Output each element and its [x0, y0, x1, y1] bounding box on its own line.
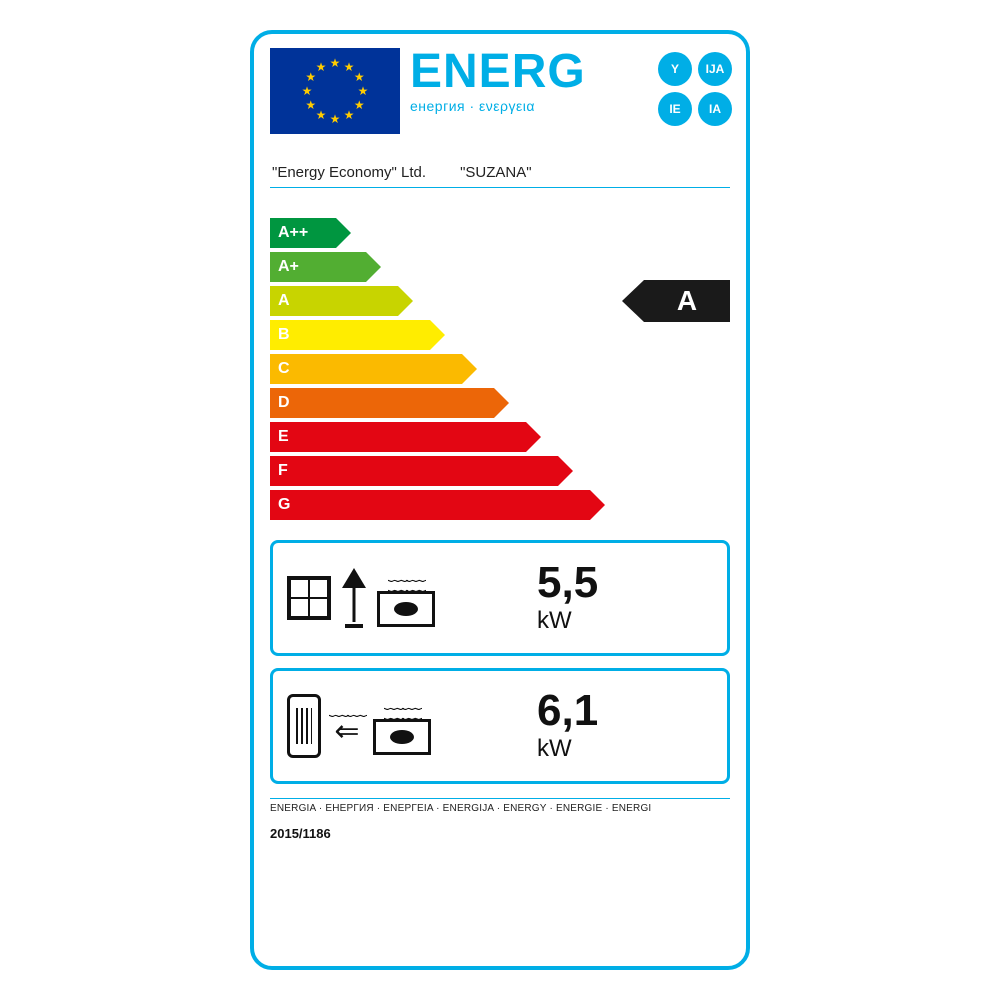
heater-icon [373, 719, 431, 755]
lang-badge: IJA [698, 52, 732, 86]
eu-star-icon: ★ [354, 98, 365, 112]
energy-label-card: ★★★★★★★★★★★★ ENERG енергия · ενεργεια YI… [250, 30, 750, 970]
eu-star-icon: ★ [316, 108, 327, 122]
value-space-heat: 5,5 kW [507, 561, 713, 635]
rating-area: A++A+ABCDEFG A [270, 218, 730, 528]
eu-star-icon: ★ [344, 60, 355, 74]
rating-bar-label: C [278, 360, 290, 378]
supplier-company: "Energy Economy" Ltd. [272, 164, 426, 181]
energ-block: ENERG енергия · ενεργεια YIJAIEIA [410, 48, 730, 138]
rating-bar: A [270, 286, 605, 316]
lang-badge: IE [658, 92, 692, 126]
rating-bar-stack: A++ A+ ABCDEFG [270, 218, 605, 520]
rating-bar-label: A [278, 292, 290, 310]
window-icon [287, 576, 331, 620]
lamp-icon [339, 568, 369, 628]
rating-bar-label: G [278, 496, 290, 514]
output-box-space-heat: ﹏﹏﹏﹏ 5,5 kW [270, 540, 730, 656]
rating-bar: D [270, 388, 605, 418]
pointer-tip-icon [622, 280, 644, 322]
eu-flag-icon: ★★★★★★★★★★★★ [270, 48, 400, 134]
rating-bar: F [270, 456, 605, 486]
arrow-left-icon: ⇐ [334, 714, 359, 749]
rating-bar-label: D [278, 394, 290, 412]
rating-bar: A++ [270, 218, 605, 248]
rating-bar: E [270, 422, 605, 452]
eu-star-icon: ★ [305, 98, 316, 112]
eu-star-icon: ★ [354, 70, 365, 84]
rating-bar-label: B [278, 326, 290, 344]
value-unit: kW [537, 607, 713, 635]
eu-star-icon: ★ [330, 56, 341, 70]
supplier-row: "Energy Economy" Ltd. "SUZANA" [270, 164, 730, 188]
value-number: 5,5 [537, 561, 713, 605]
picto-water-heat: ﹏﹏ ⇐ ﹏﹏﹏﹏ [287, 679, 497, 773]
eu-star-icon: ★ [358, 84, 369, 98]
lang-badge: IA [698, 92, 732, 126]
footer-regulation: 2015/1186 [270, 826, 730, 841]
rating-bar-label: F [278, 462, 288, 480]
heater-icon [377, 591, 435, 627]
rating-bar-label: A++ [278, 224, 308, 242]
value-water-heat: 6,1 kW [507, 689, 713, 763]
eu-star-icon: ★ [302, 84, 313, 98]
lang-badge: Y [658, 52, 692, 86]
supplier-model: "SUZANA" [460, 164, 532, 181]
rating-bar-label: E [278, 428, 289, 446]
pointer-letter: A [644, 280, 730, 322]
header-row: ★★★★★★★★★★★★ ENERG енергия · ενεργεια YI… [270, 48, 730, 138]
rating-bar: A+ [270, 252, 605, 282]
rating-pointer: A [622, 280, 730, 322]
footer-languages: ENERGIA · ЕНЕРГИЯ · ΕΝΕΡΓΕΙΑ · ENERGIJA … [270, 798, 730, 814]
rating-bar: C [270, 354, 605, 384]
rating-bar: G [270, 490, 605, 520]
eu-star-icon: ★ [316, 60, 327, 74]
rating-bar: B [270, 320, 605, 350]
rating-bar-label: A+ [278, 258, 299, 276]
picto-space-heat: ﹏﹏﹏﹏ [287, 551, 497, 645]
value-number: 6,1 [537, 689, 713, 733]
water-tank-icon [287, 694, 321, 758]
eu-star-icon: ★ [305, 70, 316, 84]
lang-badge-cluster: YIJAIEIA [658, 52, 732, 126]
eu-star-icon: ★ [344, 108, 355, 122]
eu-star-icon: ★ [330, 112, 341, 126]
heat-waves-icon: ﹏﹏﹏﹏ [384, 697, 420, 717]
value-unit: kW [537, 735, 713, 763]
output-box-water-heat: ﹏﹏ ⇐ ﹏﹏﹏﹏ 6,1 kW [270, 668, 730, 784]
heat-waves-icon: ﹏﹏ [329, 704, 365, 714]
heat-waves-icon: ﹏﹏﹏﹏ [388, 569, 424, 589]
